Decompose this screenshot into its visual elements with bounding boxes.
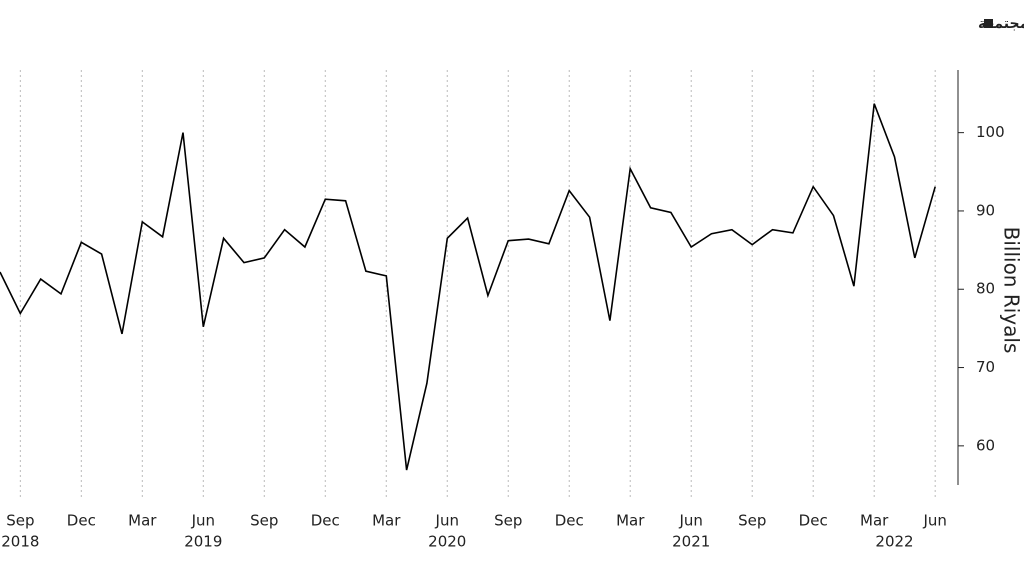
x-tick-label: Dec	[67, 512, 96, 530]
x-tick-label: Jun	[679, 512, 703, 530]
y-tick-label: 80	[976, 280, 995, 298]
x-year-label: 2018	[1, 533, 39, 551]
x-year-label: 2020	[428, 533, 466, 551]
x-year-label: 2021	[672, 533, 710, 551]
x-tick-label: Jun	[435, 512, 459, 530]
y-tick-label: 70	[976, 358, 995, 376]
x-tick-label: Sep	[250, 512, 278, 530]
title-marker	[984, 19, 993, 28]
x-tick-label: Sep	[494, 512, 522, 530]
x-tick-label: Dec	[555, 512, 584, 530]
x-tick-label: Sep	[738, 512, 766, 530]
x-tick-label: Mar	[128, 512, 157, 530]
x-tick-label: Mar	[860, 512, 889, 530]
y-tick-label: 60	[976, 436, 995, 454]
x-year-label: 2022	[875, 533, 913, 551]
x-tick-label: Dec	[311, 512, 340, 530]
x-year-label: 2019	[184, 533, 222, 551]
x-tick-label: Mar	[616, 512, 645, 530]
x-tick-label: Mar	[372, 512, 401, 530]
y-tick-label: 100	[976, 123, 1005, 141]
x-tick-label: Jun	[191, 512, 215, 530]
x-tick-label: Dec	[799, 512, 828, 530]
y-tick-label: 90	[976, 201, 995, 219]
chart-title: السحوبات النقدية ومعاملات نقاط البيع مجت…	[978, 16, 1024, 32]
x-tick-label: Jun	[922, 512, 946, 530]
x-tick-label: Sep	[6, 512, 34, 530]
y-axis-label: Billion Riyals	[1000, 227, 1024, 354]
line-series	[0, 103, 936, 471]
